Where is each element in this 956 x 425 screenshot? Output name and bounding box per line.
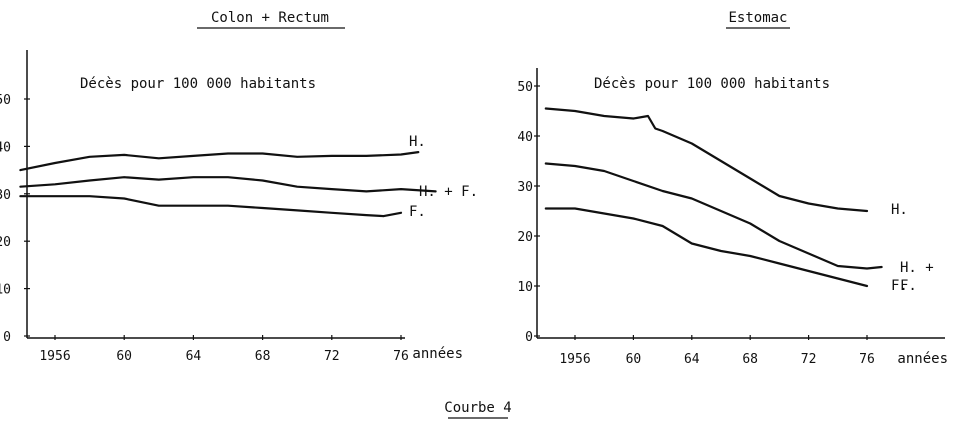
- y-annotation: Décès pour 100 000 habitants: [594, 76, 830, 92]
- chart-colon-rectum: Colon + Rectum Décès pour 100 000 habita…: [0, 10, 478, 364]
- x-tick-label: 68: [742, 352, 758, 367]
- tick-labels: 0 10 20 30 40 50 1956 60 64 68 72 76: [517, 80, 874, 367]
- y-tick-label: 0: [3, 330, 11, 345]
- series-label: H. + F.: [419, 184, 478, 200]
- y-tick-label: 30: [517, 180, 533, 195]
- x-tick-label: 60: [626, 352, 642, 367]
- series-line-1: [544, 107, 869, 213]
- series-group: H. H. + F. F.: [19, 134, 478, 220]
- x-tick-label: 1956: [559, 352, 590, 367]
- x-tick-label: 76: [393, 349, 409, 364]
- y-tick-label: 20: [517, 230, 533, 245]
- series-label: H.: [891, 202, 908, 218]
- axes: [26, 50, 405, 339]
- x-tick-label: 72: [324, 349, 340, 364]
- y-tick-label: 50: [0, 93, 11, 108]
- axes: [536, 68, 945, 339]
- y-tick-label: 10: [517, 280, 533, 295]
- series-line-2: [19, 176, 437, 193]
- series-label: F.: [409, 204, 426, 220]
- y-tick-label: 0: [525, 330, 533, 345]
- series-label: H. +: [900, 260, 934, 276]
- y-tick-label: 20: [0, 235, 11, 250]
- series-line-2: [544, 162, 883, 270]
- series-line-1: [19, 151, 420, 172]
- series-label: H.: [409, 134, 426, 150]
- x-tick-label: 76: [859, 352, 875, 367]
- y-tick-label: 50: [517, 80, 533, 95]
- figure-caption: Courbe 4: [444, 400, 511, 416]
- tick-labels: 0 10 20 30 40 50 1956 60 64 68 72 76: [0, 93, 409, 364]
- x-axis-label: années: [412, 346, 463, 362]
- series-label: F.: [900, 278, 917, 294]
- y-annotation: Décès pour 100 000 habitants: [80, 76, 316, 92]
- chart-title: Colon + Rectum: [211, 10, 329, 26]
- chart-title: Estomac: [728, 10, 787, 26]
- chart-estomac: Estomac Décès pour 100 000 habitants 0 10…: [517, 10, 948, 367]
- x-axis-label: années: [897, 351, 948, 367]
- x-tick-label: 60: [116, 349, 132, 364]
- series-line-3: [544, 207, 869, 288]
- x-tick-label: 1956: [39, 349, 70, 364]
- x-tick-label: 72: [801, 352, 817, 367]
- series-group: H. H. + F.F.: [544, 107, 934, 294]
- y-tick-label: 30: [0, 188, 11, 203]
- y-tick-label: 10: [0, 283, 11, 298]
- x-tick-label: 68: [255, 349, 271, 364]
- series-line-3: [19, 195, 403, 218]
- y-tick-label: 40: [517, 130, 533, 145]
- y-tick-label: 40: [0, 140, 11, 155]
- x-tick-label: 64: [684, 352, 700, 367]
- x-tick-label: 64: [186, 349, 202, 364]
- series-label: F.: [891, 278, 908, 294]
